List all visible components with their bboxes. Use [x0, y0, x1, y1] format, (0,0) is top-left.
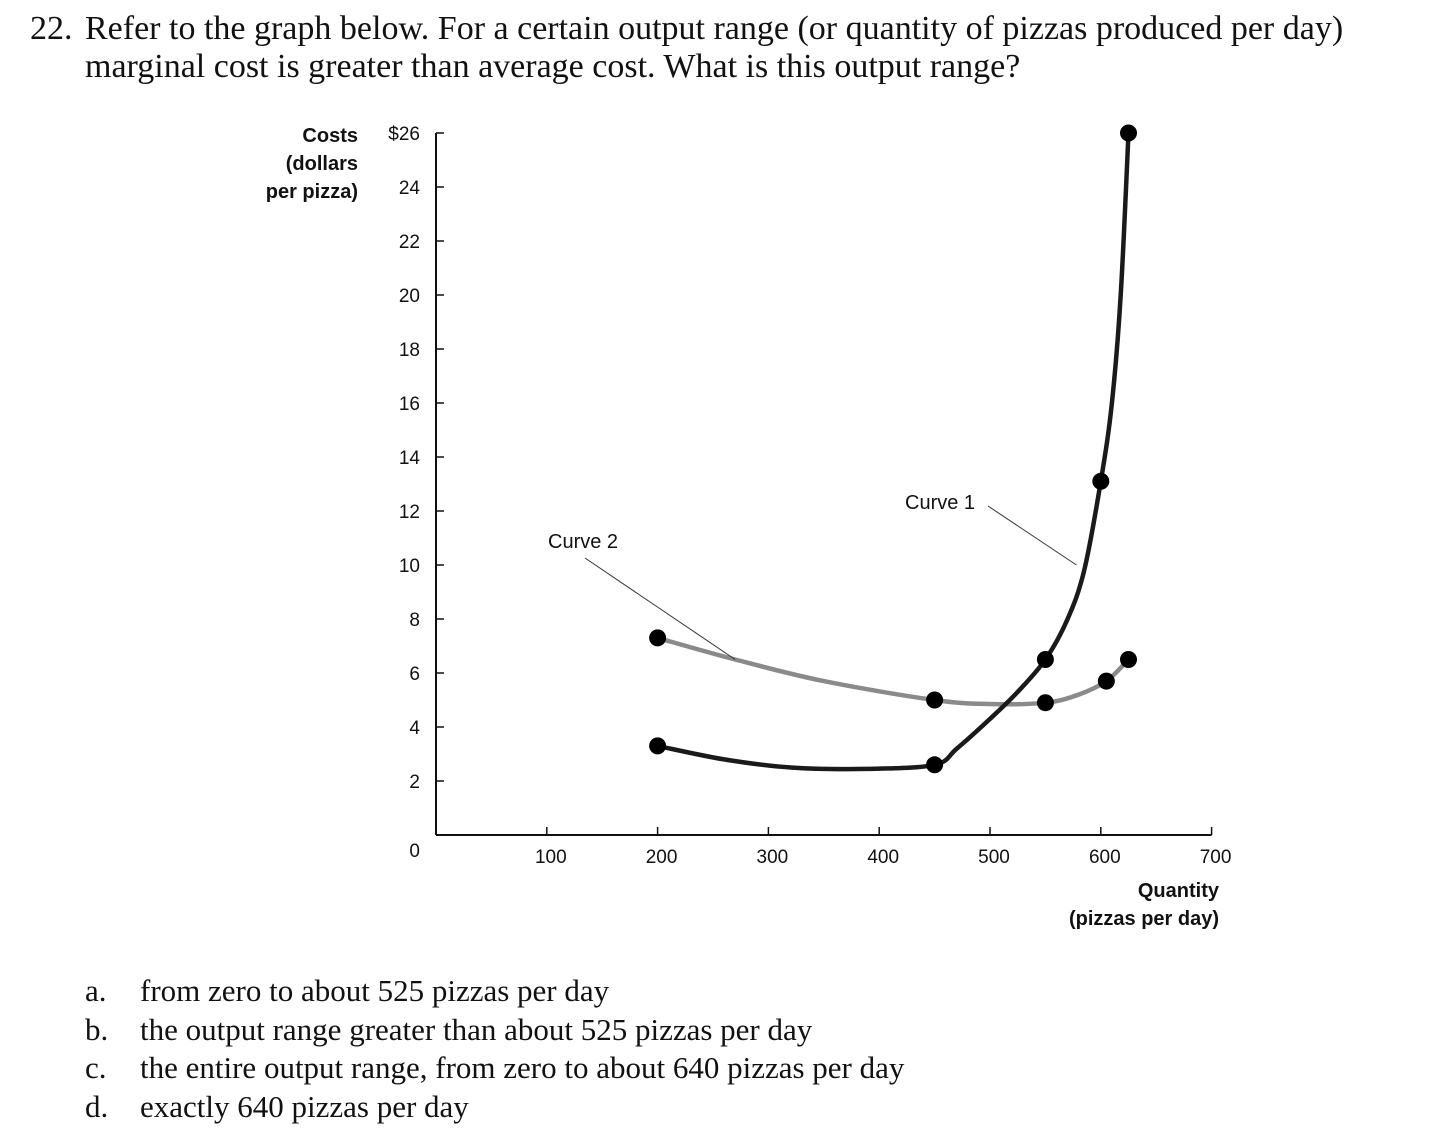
question-text: 22. Refer to the graph below. For a certa… — [30, 10, 1440, 86]
answer-text: the entire output range, from zero to ab… — [140, 1050, 905, 1085]
curve-2-label: Curve 2 — [548, 531, 618, 553]
x-tick-label: 500 — [978, 847, 1010, 868]
x-tick-label: 600 — [1089, 847, 1121, 868]
curve-2-point — [1036, 694, 1054, 712]
curve-1-point — [1092, 472, 1110, 490]
curves — [655, 130, 1131, 772]
curve-2-point — [926, 691, 944, 709]
x-tick-label: 400 — [867, 847, 899, 868]
question-stem-1: Refer to the graph below. For a certain … — [85, 10, 1344, 47]
y-axis-title-line: Costs — [302, 125, 358, 147]
y-tick-label: 4 — [409, 718, 420, 739]
curve-2-line — [655, 635, 1131, 707]
curve-1-point — [1120, 124, 1137, 142]
y-tick-label: 20 — [399, 286, 420, 307]
curve-2-point — [1120, 651, 1137, 668]
y-tick-label: 16 — [399, 394, 420, 415]
curve-1-leader-line — [987, 505, 1077, 566]
curve-annotations: Curve 1 Curve 2 — [548, 492, 1077, 660]
y-axis-title-line: (dollars — [286, 153, 358, 175]
curve-1-point — [926, 756, 944, 774]
axes — [435, 133, 1212, 836]
question-number: 22. — [30, 10, 73, 47]
y-tick-label: 14 — [399, 448, 421, 469]
y-tick-label: $26 — [388, 124, 420, 145]
answer-letter: b. — [85, 1011, 109, 1047]
answer-letter: a. — [85, 973, 107, 1008]
curve-1-point — [1036, 651, 1054, 668]
x-tick-label: 100 — [535, 847, 567, 868]
x-axis-title-line: Quantity — [1138, 880, 1220, 902]
answer-c[interactable]: c. the entire output range, from zero to … — [85, 1049, 904, 1088]
y-tick-label: 0 — [409, 841, 420, 862]
y-tick-label: 10 — [399, 556, 420, 577]
answer-b[interactable]: b. the output range greater than about 52… — [85, 1011, 904, 1050]
curve-1-line — [655, 130, 1131, 772]
x-tick-label: 300 — [757, 847, 789, 868]
answer-text: from zero to about 525 pizzas per day — [140, 973, 610, 1008]
y-tick-label: 24 — [399, 178, 421, 199]
answer-d[interactable]: d. exactly 640 pizzas per day — [85, 1088, 904, 1127]
answer-a[interactable]: a. from zero to about 525 pizzas per day — [85, 972, 904, 1011]
markers — [649, 124, 1137, 774]
answer-letter: d. — [85, 1088, 109, 1124]
question-line-2: marginal cost is greater than average co… — [85, 48, 1021, 85]
curve-2-point — [1097, 672, 1115, 690]
curve-2-leader-line — [584, 557, 736, 660]
answer-text: exactly 640 pizzas per day — [140, 1088, 469, 1124]
answer-letter: c. — [85, 1050, 107, 1085]
curve-2-point — [649, 629, 667, 647]
x-tick-label: 700 — [1200, 847, 1232, 868]
y-tick-label: 18 — [399, 340, 420, 361]
x-tick-label: 200 — [646, 847, 678, 868]
axis-titles: Costs (dollars per pizza) Quantity (pizzas p… — [266, 125, 1220, 930]
curve-1-label: Curve 1 — [905, 492, 975, 514]
y-tick-label: 8 — [409, 610, 420, 631]
curve-1-point — [649, 737, 667, 755]
answer-text: the output range greater than about 525 … — [140, 1011, 813, 1047]
y-axis-title-line: per pizza) — [266, 181, 358, 203]
y-tick-label: 12 — [399, 502, 420, 523]
answer-choices: a. from zero to about 525 pizzas per day … — [85, 972, 904, 1126]
question-line-1: 22. Refer to the graph below. For a certa… — [30, 10, 1440, 48]
y-tick-label: 22 — [399, 232, 420, 253]
y-tick-label: 2 — [409, 772, 420, 793]
x-axis-title-line: (pizzas per day) — [1069, 908, 1219, 930]
y-tick-label: 6 — [409, 664, 420, 685]
